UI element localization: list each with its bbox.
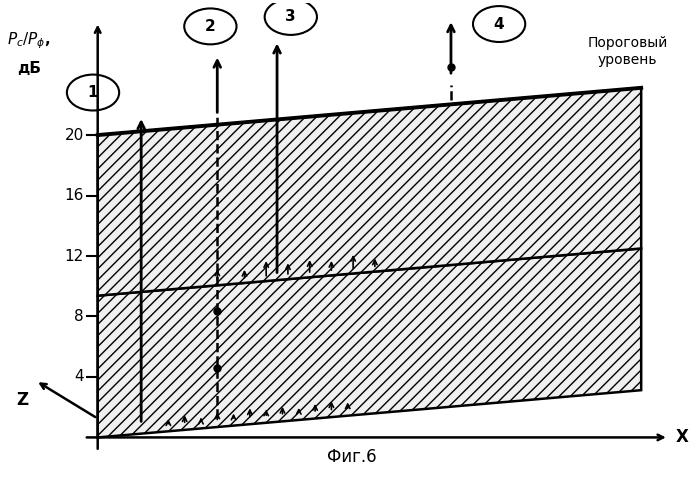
Text: Фиг.6: Фиг.6	[327, 448, 377, 466]
Polygon shape	[98, 88, 641, 296]
Text: $P_c/P_\phi$,: $P_c/P_\phi$,	[7, 30, 50, 51]
Text: 1: 1	[88, 85, 99, 100]
Text: дБ: дБ	[17, 61, 41, 76]
Polygon shape	[98, 249, 641, 437]
Text: 2: 2	[205, 19, 216, 34]
Text: 3: 3	[285, 10, 296, 24]
Text: Пороговый
уровень: Пороговый уровень	[587, 36, 668, 66]
Text: Z: Z	[16, 391, 28, 409]
Text: 4: 4	[493, 17, 505, 32]
Text: 20: 20	[65, 128, 84, 142]
Text: 12: 12	[65, 249, 84, 263]
Text: X: X	[675, 428, 689, 446]
Text: 8: 8	[74, 309, 84, 324]
Text: 4: 4	[74, 369, 84, 384]
Text: 16: 16	[64, 188, 84, 203]
